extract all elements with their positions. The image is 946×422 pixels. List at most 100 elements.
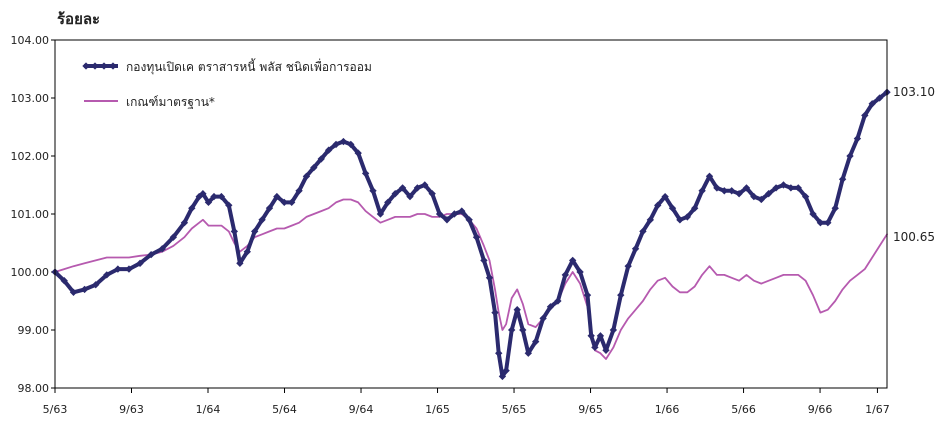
series-point-fund bbox=[502, 366, 510, 375]
series-point-fund bbox=[310, 163, 318, 172]
series-point-fund bbox=[147, 250, 155, 259]
series-point-fund bbox=[251, 227, 259, 236]
legend-item-fund: กองทุนเปิดเค ตราสารหนี้ พลัส ชนิดเพื่อกา… bbox=[84, 58, 372, 75]
x-tick-label: 5/64 bbox=[272, 403, 297, 416]
series-point-fund bbox=[554, 297, 562, 305]
series-point-fund bbox=[295, 187, 303, 195]
series-point-fund bbox=[513, 306, 521, 314]
series-point-fund bbox=[576, 268, 584, 276]
x-tick-label: 9/64 bbox=[349, 403, 374, 416]
series-point-fund bbox=[443, 216, 451, 224]
series-point-fund bbox=[587, 332, 595, 340]
x-tick-label: 5/63 bbox=[43, 403, 68, 416]
series-point-fund bbox=[472, 233, 481, 241]
legend-label-fund: กองทุนเปิดเค ตราสารหนี้ พลัส ชนิดเพื่อกา… bbox=[126, 58, 372, 75]
legend-marker-fund bbox=[91, 62, 99, 70]
series-point-fund bbox=[561, 271, 569, 279]
end-labels: 103.10 100.65 bbox=[893, 85, 935, 244]
series-point-fund bbox=[654, 201, 662, 210]
series-point-fund bbox=[369, 187, 377, 195]
series-point-fund bbox=[602, 346, 610, 354]
series-point-fund bbox=[413, 184, 422, 192]
series-point-fund bbox=[668, 204, 677, 212]
legend: กองทุนเปิดเค ตราสารหนี้ พลัส ชนิดเพื่อกา… bbox=[82, 58, 372, 109]
y-tick-label: 104.00 bbox=[11, 34, 50, 47]
x-tick-label: 9/66 bbox=[808, 403, 833, 416]
series-point-fund bbox=[485, 274, 494, 282]
series-layer bbox=[51, 88, 891, 381]
series-point-fund bbox=[583, 291, 592, 299]
plot-frame bbox=[54, 39, 888, 389]
series-point-fund bbox=[508, 326, 516, 334]
series-point-fund bbox=[853, 134, 862, 143]
series-point-fund bbox=[498, 372, 507, 381]
series-point-fund bbox=[524, 349, 532, 357]
series-point-fund bbox=[539, 314, 547, 323]
series-point-fund bbox=[332, 140, 340, 149]
series-point-fund bbox=[546, 303, 555, 311]
series-point-fund bbox=[816, 219, 825, 227]
legend-marker-fund bbox=[100, 62, 108, 70]
series-point-fund bbox=[617, 291, 625, 299]
series-point-fund bbox=[210, 192, 218, 201]
series-point-fund bbox=[480, 256, 488, 265]
series-line-fund bbox=[55, 90, 889, 379]
y-tick-label: 99.00 bbox=[18, 324, 50, 337]
series-point-fund bbox=[705, 172, 714, 180]
series-point-fund bbox=[158, 245, 166, 253]
x-tick-label: 1/65 bbox=[425, 403, 450, 416]
series-point-fund bbox=[421, 181, 429, 189]
series-point-fund bbox=[103, 271, 111, 279]
legend-marker-fund bbox=[109, 62, 117, 70]
y-tick-label: 98.00 bbox=[18, 382, 50, 395]
series-point-fund bbox=[735, 190, 743, 198]
x-tick-label: 9/65 bbox=[578, 403, 603, 416]
series-point-fund bbox=[230, 227, 239, 236]
series-point-fund bbox=[624, 262, 632, 270]
y-axis-unit-label: ร้อยละ bbox=[57, 10, 100, 28]
series-point-fund bbox=[728, 187, 736, 195]
series-point-fund bbox=[125, 265, 133, 273]
series-point-fund bbox=[398, 184, 407, 192]
y-axis-ticks: 98.00 99.00 100.00 101.00 102.00 103.00 104.00 bbox=[11, 34, 55, 395]
series-point-fund bbox=[691, 204, 699, 212]
legend-label-benchmark: เกณฑ์มาตรฐาน* bbox=[126, 95, 215, 109]
series-point-fund bbox=[661, 192, 669, 201]
series-point-fund bbox=[596, 332, 605, 340]
series-point-fund bbox=[302, 172, 311, 181]
series-point-fund bbox=[406, 192, 414, 201]
series-point-fund bbox=[92, 281, 100, 289]
series-point-fund bbox=[225, 201, 233, 209]
series-point-fund bbox=[532, 337, 540, 346]
y-tick-label: 100.00 bbox=[11, 266, 50, 279]
x-axis-ticks: 5/63 9/63 1/64 5/64 9/64 1/65 5/65 9/65 1/66 5/66… bbox=[43, 388, 890, 416]
y-tick-label: 101.00 bbox=[11, 208, 50, 221]
series-point-fund bbox=[683, 213, 691, 221]
series-point-fund bbox=[180, 219, 189, 227]
series-point-fund bbox=[519, 326, 527, 334]
series-point-fund bbox=[169, 233, 177, 241]
series-point-fund bbox=[204, 198, 213, 207]
series-point-fund bbox=[824, 219, 832, 227]
series-point-fund bbox=[243, 248, 251, 256]
series-point-fund bbox=[591, 343, 599, 352]
end-label-benchmark: 100.65 bbox=[893, 230, 935, 244]
series-line-benchmark bbox=[55, 198, 888, 360]
end-label-fund: 103.10 bbox=[893, 85, 935, 99]
x-tick-label: 5/66 bbox=[731, 403, 756, 416]
series-point-fund bbox=[495, 349, 503, 357]
series-point-fund bbox=[676, 216, 684, 224]
legend-marker-fund bbox=[82, 62, 90, 70]
series-point-fund bbox=[639, 227, 647, 236]
x-tick-label: 9/63 bbox=[119, 403, 144, 416]
series-point-fund bbox=[750, 192, 758, 201]
series-point-fund bbox=[861, 111, 869, 120]
series-point-fund bbox=[287, 198, 296, 207]
x-tick-label: 1/66 bbox=[655, 403, 680, 416]
series-point-fund bbox=[199, 190, 207, 198]
series-point-fund bbox=[465, 216, 473, 224]
x-tick-label: 5/65 bbox=[502, 403, 527, 416]
y-tick-label: 102.00 bbox=[11, 150, 50, 163]
series-point-fund bbox=[376, 210, 385, 218]
